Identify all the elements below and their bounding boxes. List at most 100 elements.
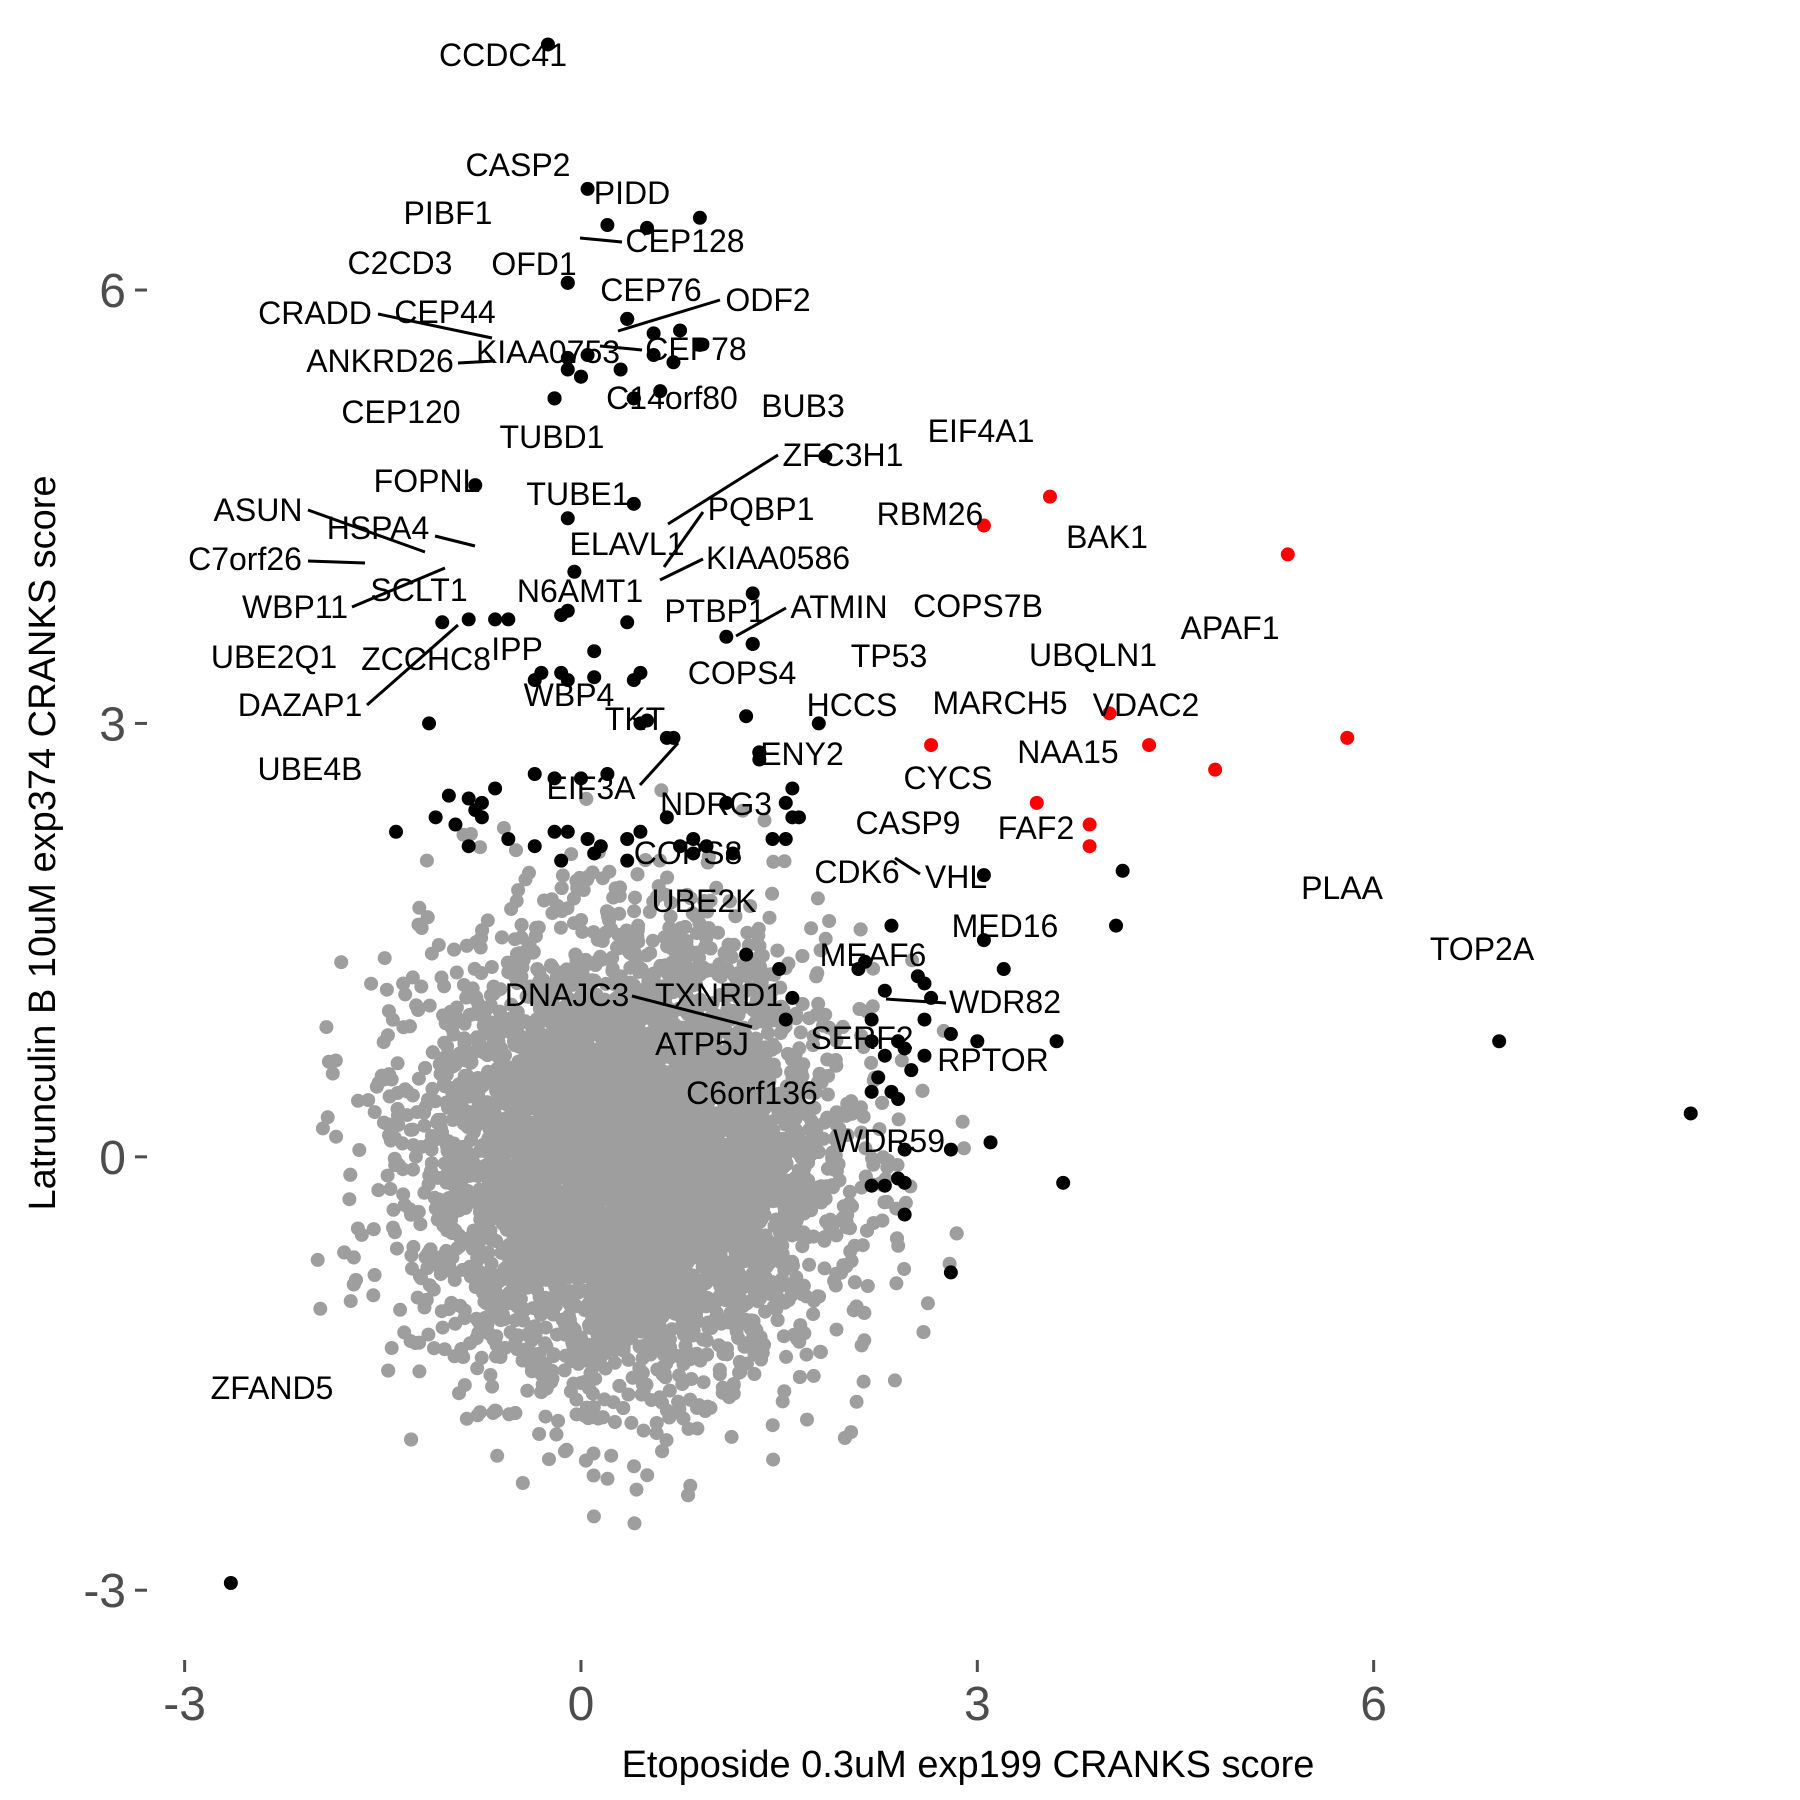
background-point	[473, 840, 488, 855]
background-point	[804, 1203, 819, 1218]
background-point	[754, 1352, 769, 1367]
background-point	[459, 1411, 474, 1426]
background-point	[319, 1020, 334, 1035]
background-point	[817, 1261, 832, 1276]
background-point	[709, 880, 724, 895]
background-point	[696, 1375, 711, 1390]
background-point	[325, 1066, 340, 1081]
background-point	[816, 1188, 831, 1203]
background-points	[310, 783, 971, 1531]
background-point	[553, 920, 568, 935]
background-point	[405, 1088, 420, 1103]
background-point	[659, 1433, 674, 1448]
background-point	[504, 902, 519, 916]
background-point	[419, 1292, 434, 1307]
background-point	[640, 1468, 655, 1483]
background-point	[624, 1415, 639, 1430]
background-point	[460, 1184, 475, 1198]
background-point	[474, 966, 489, 980]
background-point	[586, 1509, 601, 1524]
background-point	[849, 1394, 864, 1409]
background-point	[386, 1202, 401, 1217]
background-point	[398, 987, 413, 1002]
background-point	[404, 1248, 419, 1263]
background-point	[366, 1288, 381, 1303]
background-point	[766, 1452, 781, 1467]
background-point	[390, 1056, 405, 1071]
background-point	[384, 1341, 399, 1355]
background-point	[762, 910, 777, 925]
background-point	[681, 1421, 696, 1436]
background-point	[434, 970, 449, 985]
background-point	[793, 1025, 808, 1040]
background-point	[387, 1225, 402, 1240]
background-point	[897, 1262, 912, 1276]
background-point	[555, 868, 570, 883]
background-point	[515, 1476, 530, 1490]
background-point	[775, 1394, 790, 1409]
background-point	[628, 890, 642, 905]
background-point	[457, 1378, 472, 1393]
background-point	[627, 904, 642, 919]
background-point	[313, 1301, 328, 1316]
background-point	[380, 1168, 395, 1183]
background-point	[310, 1252, 325, 1267]
background-point	[334, 955, 349, 970]
background-point	[383, 1182, 398, 1196]
background-point	[395, 1162, 410, 1177]
background-point	[765, 886, 780, 901]
background-point	[422, 1137, 436, 1152]
background-point	[800, 1412, 814, 1427]
background-point	[367, 1268, 382, 1282]
background-point	[669, 1348, 684, 1363]
background-point	[955, 1114, 970, 1129]
background-point	[437, 1035, 452, 1050]
background-point	[607, 1415, 622, 1429]
background-point	[532, 1427, 547, 1441]
background-point	[414, 979, 429, 994]
background-point	[812, 1289, 827, 1304]
background-point	[898, 1195, 913, 1210]
background-point	[484, 960, 499, 974]
background-point	[329, 1129, 344, 1144]
background-point	[722, 1390, 737, 1405]
background-point	[604, 1448, 619, 1463]
background-point	[381, 1004, 396, 1019]
background-point	[377, 951, 392, 966]
background-point	[406, 1162, 420, 1177]
background-point	[792, 1041, 807, 1056]
background-point	[456, 978, 471, 992]
background-point	[643, 946, 658, 961]
background-point	[396, 1187, 411, 1202]
background-point	[559, 1442, 574, 1457]
background-point	[493, 1350, 508, 1364]
background-point	[351, 1093, 365, 1108]
background-point	[315, 1121, 330, 1136]
background-point	[509, 843, 523, 858]
background-point	[379, 982, 394, 997]
background-point	[608, 881, 623, 896]
background-point	[820, 1087, 835, 1102]
background-point	[735, 803, 750, 818]
background-point	[905, 953, 920, 968]
background-point	[854, 1028, 869, 1043]
background-point	[403, 1122, 418, 1137]
background-point	[389, 1241, 404, 1256]
background-point	[352, 1143, 367, 1157]
background-point	[780, 1046, 795, 1061]
background-point	[376, 1115, 391, 1130]
background-point	[799, 1347, 814, 1362]
background-point	[413, 1217, 428, 1232]
background-point	[412, 1364, 427, 1379]
background-point	[425, 1081, 440, 1096]
background-point	[636, 1423, 651, 1438]
background-point	[765, 1418, 780, 1433]
background-point	[419, 853, 434, 868]
background-point	[508, 1313, 523, 1328]
background-point	[564, 847, 579, 862]
background-point	[743, 899, 758, 914]
background-point	[806, 1368, 821, 1383]
background-point	[511, 883, 526, 898]
background-point	[350, 1221, 365, 1236]
